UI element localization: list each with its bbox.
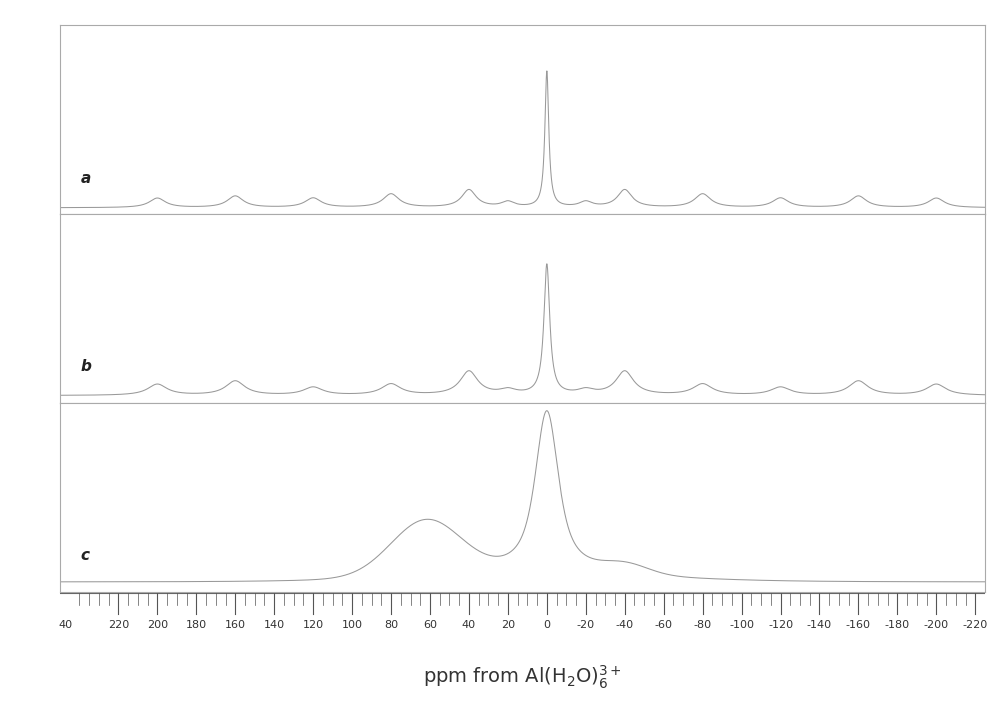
Text: -60: -60 [655,620,673,630]
Text: 220: 220 [108,620,129,630]
Text: -160: -160 [846,620,871,630]
Text: 140: 140 [264,620,285,630]
Text: 100: 100 [342,620,363,630]
Text: ppm from Al(H$_2$O)$_6^{3+}$: ppm from Al(H$_2$O)$_6^{3+}$ [423,664,622,691]
Text: 20: 20 [501,620,515,630]
Text: -80: -80 [694,620,712,630]
Text: -180: -180 [885,620,910,630]
Text: -200: -200 [924,620,949,630]
Text: -40: -40 [616,620,634,630]
Text: -220: -220 [963,620,988,630]
Text: -100: -100 [729,620,754,630]
Text: 200: 200 [147,620,168,630]
Text: c: c [80,549,89,564]
Text: -140: -140 [807,620,832,630]
Text: -120: -120 [768,620,793,630]
Text: 160: 160 [225,620,246,630]
Text: a: a [80,171,91,186]
Text: 60: 60 [423,620,437,630]
Text: 40: 40 [462,620,476,630]
Text: 180: 180 [186,620,207,630]
Text: 80: 80 [384,620,398,630]
Text: 0: 0 [543,620,550,630]
Text: 40: 40 [59,620,73,630]
Text: -20: -20 [577,620,595,630]
Text: 120: 120 [303,620,324,630]
Text: b: b [80,359,91,374]
